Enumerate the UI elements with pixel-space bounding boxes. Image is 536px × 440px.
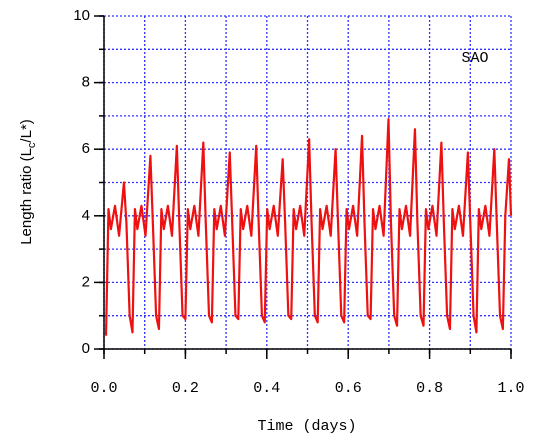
- x-tick-label: 0.2: [172, 380, 199, 397]
- y-label-main: Length ratio (L: [18, 148, 35, 245]
- data-line: [104, 118, 513, 336]
- x-tick-label: 0.0: [90, 380, 117, 397]
- annotation: SAO: [461, 50, 488, 67]
- x-axis-label: Time (days): [257, 418, 356, 435]
- y-label-sub: c: [26, 142, 38, 148]
- y-tick-label: 8: [82, 74, 90, 91]
- y-tick-label: 0: [82, 340, 90, 357]
- y-label-rest: /L*): [18, 119, 35, 142]
- y-axis-label: Length ratio (Lc/L*): [18, 119, 38, 245]
- y-tick-label: 4: [82, 207, 90, 224]
- x-tick-label: 0.6: [335, 380, 362, 397]
- y-tick-label: 6: [82, 140, 90, 157]
- x-tick-label: 0.8: [416, 380, 443, 397]
- x-tick-label: 1.0: [497, 380, 524, 397]
- y-tick-label: 2: [82, 273, 90, 290]
- y-tick-label: 10: [73, 7, 90, 24]
- x-tick-label: 0.4: [253, 380, 280, 397]
